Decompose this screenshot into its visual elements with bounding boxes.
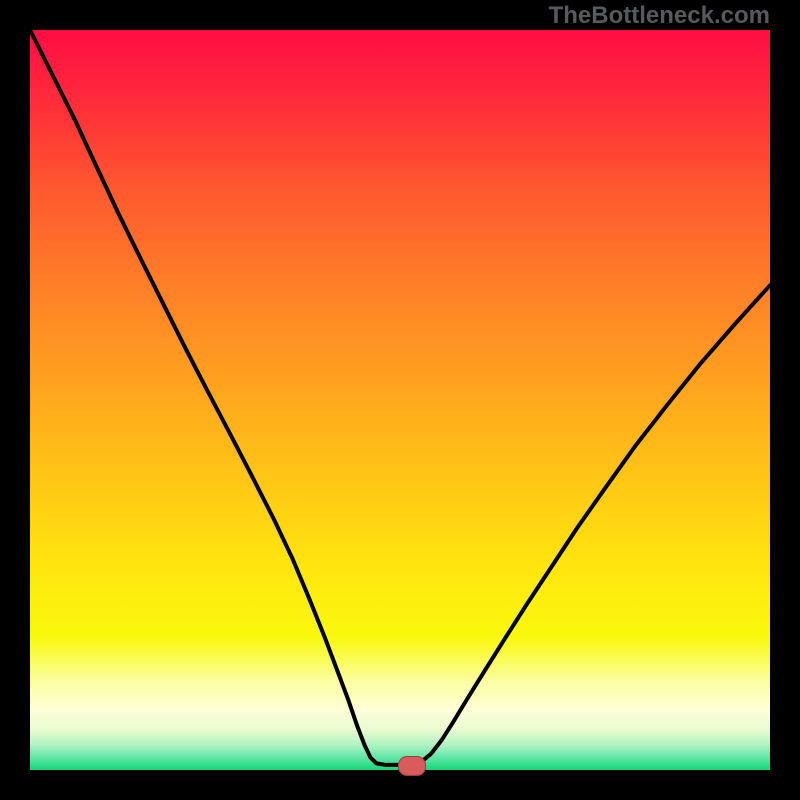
watermark-text: TheBottleneck.com (549, 2, 770, 30)
bottleneck-curve (0, 0, 800, 800)
figure-frame: TheBottleneck.com (0, 0, 800, 800)
min-marker (398, 756, 426, 776)
